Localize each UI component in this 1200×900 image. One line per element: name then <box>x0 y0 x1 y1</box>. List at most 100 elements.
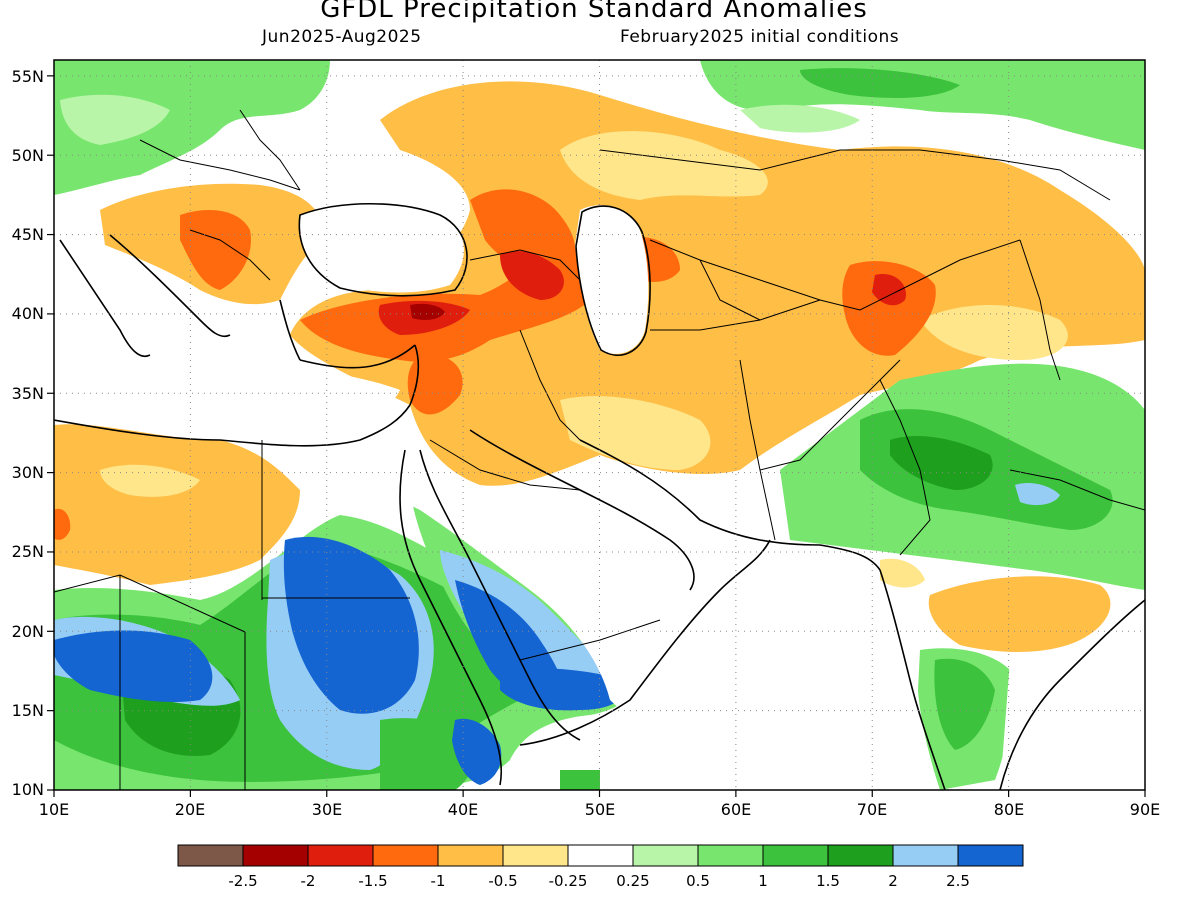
lon-label-30e: 30E <box>312 800 342 819</box>
wet-region-europe-light <box>60 94 170 145</box>
axis-ticks <box>47 75 1146 797</box>
wet-region-south-india-core <box>934 658 995 750</box>
coast-india-west <box>879 569 946 790</box>
legend-labels: -2.5 -2 -1.5 -1 -0.5 -0.25 0.25 0.5 1 1.… <box>228 872 970 890</box>
wet-region-north-europe <box>54 60 330 195</box>
coast-caspian <box>575 205 651 356</box>
dry-region-india <box>928 576 1111 652</box>
legend-label-1: -2.5 <box>228 872 257 890</box>
legend-label-4: -1 <box>431 872 446 890</box>
lon-label-20e: 20E <box>175 800 205 819</box>
lon-label-80e: 80E <box>994 800 1024 819</box>
legend-swatch-5 <box>437 844 504 867</box>
border-saudi-yemen <box>519 619 661 661</box>
wet-region-yemen-blue <box>500 668 626 711</box>
legend-label-12: 2.5 <box>946 872 970 890</box>
legend-swatch-2 <box>242 844 309 867</box>
border-nepal <box>1009 469 1145 511</box>
neutral-mediterranean <box>54 336 400 428</box>
coast-red-sea-west <box>399 449 503 786</box>
wet-region-nepal-blue <box>1015 483 1060 506</box>
border-afghan-pak <box>759 359 901 471</box>
wet-region-north-russia-light <box>740 104 860 133</box>
border-turkmen <box>650 299 821 331</box>
legend-swatch-11 <box>827 844 894 867</box>
legend-swatch-9 <box>697 844 764 867</box>
lat-label-30n: 30N <box>12 463 44 482</box>
border-iran-iraq <box>519 329 581 441</box>
border-pak-india <box>879 379 931 556</box>
lon-label-60e: 60E <box>721 800 751 819</box>
border-iran-afghan <box>739 359 776 541</box>
dry-region-libya-core <box>54 508 71 540</box>
lat-label-20n: 20N <box>12 622 44 641</box>
lat-label-25n: 25N <box>12 542 44 561</box>
dry-region-caucasus-core <box>470 189 575 276</box>
lon-label-50e: 50E <box>585 800 615 819</box>
lat-label-40n: 40N <box>12 304 44 323</box>
borders <box>54 109 1145 790</box>
neutral-bay-of-bengal <box>1000 652 1145 790</box>
coast-iran-south <box>579 439 881 571</box>
wet-region-ethiopia-blue <box>452 718 502 785</box>
border-china-west <box>1019 239 1061 381</box>
initial-conditions: February2025 initial conditions <box>620 27 900 47</box>
dry-region-north-africa <box>54 424 300 585</box>
legend-swatch-1 <box>177 844 244 867</box>
dry-region-pale-pakistan-north <box>920 305 1068 360</box>
border-russia-kazakh <box>599 149 1111 201</box>
color-legend <box>177 844 1024 867</box>
dry-region-iran-core <box>407 354 463 415</box>
legend-swatch-6 <box>502 844 569 867</box>
border-europe-1 <box>139 139 301 191</box>
map-title: GFDL Precipitation Standard Anomalies <box>320 0 868 24</box>
lat-label-35n: 35N <box>12 384 44 403</box>
neutral-red-sea-arabia <box>380 476 760 724</box>
border-saudi-iraq <box>429 439 581 491</box>
lon-label-70e: 70E <box>857 800 887 819</box>
wet-region-pakistan-strong <box>890 435 993 490</box>
wet-region-sudan-blue <box>283 536 419 714</box>
dry-region-balkans-core <box>180 210 251 290</box>
legend-swatch-4 <box>372 844 439 867</box>
wet-region-somalia <box>560 770 600 790</box>
legend-label-7: 0.25 <box>616 872 649 890</box>
dry-region-india-pale <box>880 558 925 588</box>
coast-red-sea-east <box>419 449 581 741</box>
lon-axis-labels: 10E 20E 30E 40E 50E 60E 70E 80E 90E <box>39 800 1160 819</box>
legend-swatch-10 <box>762 844 829 867</box>
legend-label-2: -2 <box>301 872 316 890</box>
coast-india-east <box>999 599 1145 790</box>
lat-label-50n: 50N <box>12 146 44 165</box>
legend-swatch-7 <box>567 844 634 867</box>
coast-levant <box>409 344 420 406</box>
anomaly-field <box>54 60 1145 790</box>
legend-label-8: 0.5 <box>686 872 710 890</box>
neutral-caspian <box>575 205 649 354</box>
lat-label-45n: 45N <box>12 225 44 244</box>
legend-swatch-12 <box>892 844 959 867</box>
border-kazakh-south <box>649 239 1021 311</box>
border-uzbek <box>699 259 761 321</box>
coast-persian-gulf <box>469 429 695 591</box>
dry-region-turkey-core <box>300 240 594 362</box>
legend-swatch-3 <box>307 844 374 867</box>
wet-region-ethiopia-green <box>380 718 475 790</box>
coastlines <box>54 203 1145 790</box>
legend-label-9: 1 <box>758 872 768 890</box>
dry-region-turkey-extreme <box>410 303 445 320</box>
legend-swatch-8 <box>632 844 699 867</box>
dry-region-tajik-strong <box>872 274 906 306</box>
lon-label-40e: 40E <box>448 800 478 819</box>
legend-label-11: 2 <box>888 872 898 890</box>
dry-region-tajik-core <box>842 261 936 356</box>
border-caucasus <box>469 249 581 281</box>
lat-label-55n: 55N <box>12 67 44 86</box>
dry-region-pale-iran <box>560 396 711 470</box>
lat-label-10n: 10N <box>12 780 44 799</box>
lon-label-90e: 90E <box>1130 800 1160 819</box>
lat-label-15n: 15N <box>12 701 44 720</box>
coast-black-sea <box>298 203 468 297</box>
border-europe-2 <box>239 109 301 191</box>
